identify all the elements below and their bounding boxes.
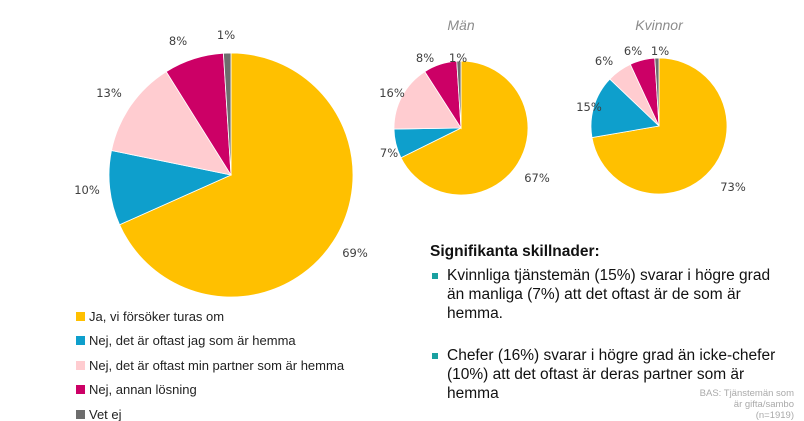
data-label: 7% (380, 146, 398, 160)
legend-label: Nej, det är oftast jag som är hemma (89, 333, 296, 349)
data-label: 15% (576, 100, 602, 114)
pie-slice (119, 52, 354, 298)
data-label: 1% (651, 44, 669, 58)
pie-slice (456, 60, 462, 129)
data-label: 69% (342, 246, 368, 260)
legend-label: Nej, annan lösning (89, 382, 197, 398)
bullet-text: Kvinnliga tjänstemän (15%) svarar i högr… (447, 267, 771, 322)
notes-heading: Signifikanta skillnader: (430, 243, 600, 260)
legend-swatch (76, 385, 85, 395)
legend-item: Ja, vi försöker turas om (76, 304, 344, 329)
base-line: BAS: Tjänstemän som (699, 388, 794, 399)
legend: Ja, vi försöker turas om Nej, det är oft… (76, 304, 344, 421)
legend-label: Nej, det är oftast min partner som är he… (89, 357, 345, 373)
data-label: 10% (74, 183, 100, 197)
pie-title: Kvinnor (635, 17, 684, 33)
bullet-square-icon (432, 353, 438, 359)
data-label: 8% (416, 51, 434, 65)
base-note: BAS: Tjänstemän som är gifta/sambo (n=19… (700, 388, 794, 421)
legend-label: Ja, vi försöker turas om (89, 308, 225, 324)
legend-item: Nej, det är oftast jag som är hemma (76, 329, 344, 354)
legend-item: Nej, det är oftast min partner som är he… (76, 353, 344, 378)
data-label: 73% (720, 180, 746, 194)
bullet-square-icon (432, 273, 438, 279)
base-line: är gifta/sambo (733, 399, 794, 410)
bullet: Chefer (16%) svarar i högre grad än icke… (430, 346, 780, 403)
legend-item: Nej, annan lösning (76, 378, 344, 403)
legend-swatch (76, 311, 85, 321)
legend-label: Vet ej (89, 406, 122, 421)
pie-slice (222, 52, 232, 176)
data-label: 6% (595, 54, 613, 68)
base-line: (n=1919) (755, 410, 794, 421)
bullet-text: Chefer (16%) svarar i högre grad än icke… (447, 347, 776, 402)
data-label: 1% (449, 51, 467, 65)
pie-slice (393, 71, 462, 130)
bullet: Kvinnliga tjänstemän (15%) svarar i högr… (430, 266, 780, 323)
data-label: 13% (96, 86, 122, 100)
data-label: 8% (169, 34, 187, 48)
legend-item: Vet ej (76, 402, 344, 421)
data-label: 1% (217, 28, 235, 42)
pie-title: Män (447, 17, 474, 33)
legend-swatch (76, 360, 85, 370)
pie-slice (590, 78, 660, 139)
pie-slice (111, 71, 232, 176)
legend-swatch (76, 336, 85, 346)
data-label: 67% (524, 171, 550, 185)
data-label: 16% (379, 86, 405, 100)
significance-notes: Signifikanta skillnader: Kvinnliga tjäns… (430, 242, 780, 402)
legend-swatch (76, 409, 85, 419)
data-label: 6% (624, 44, 642, 58)
pie-slice (400, 60, 529, 196)
pie-slice (654, 57, 660, 127)
